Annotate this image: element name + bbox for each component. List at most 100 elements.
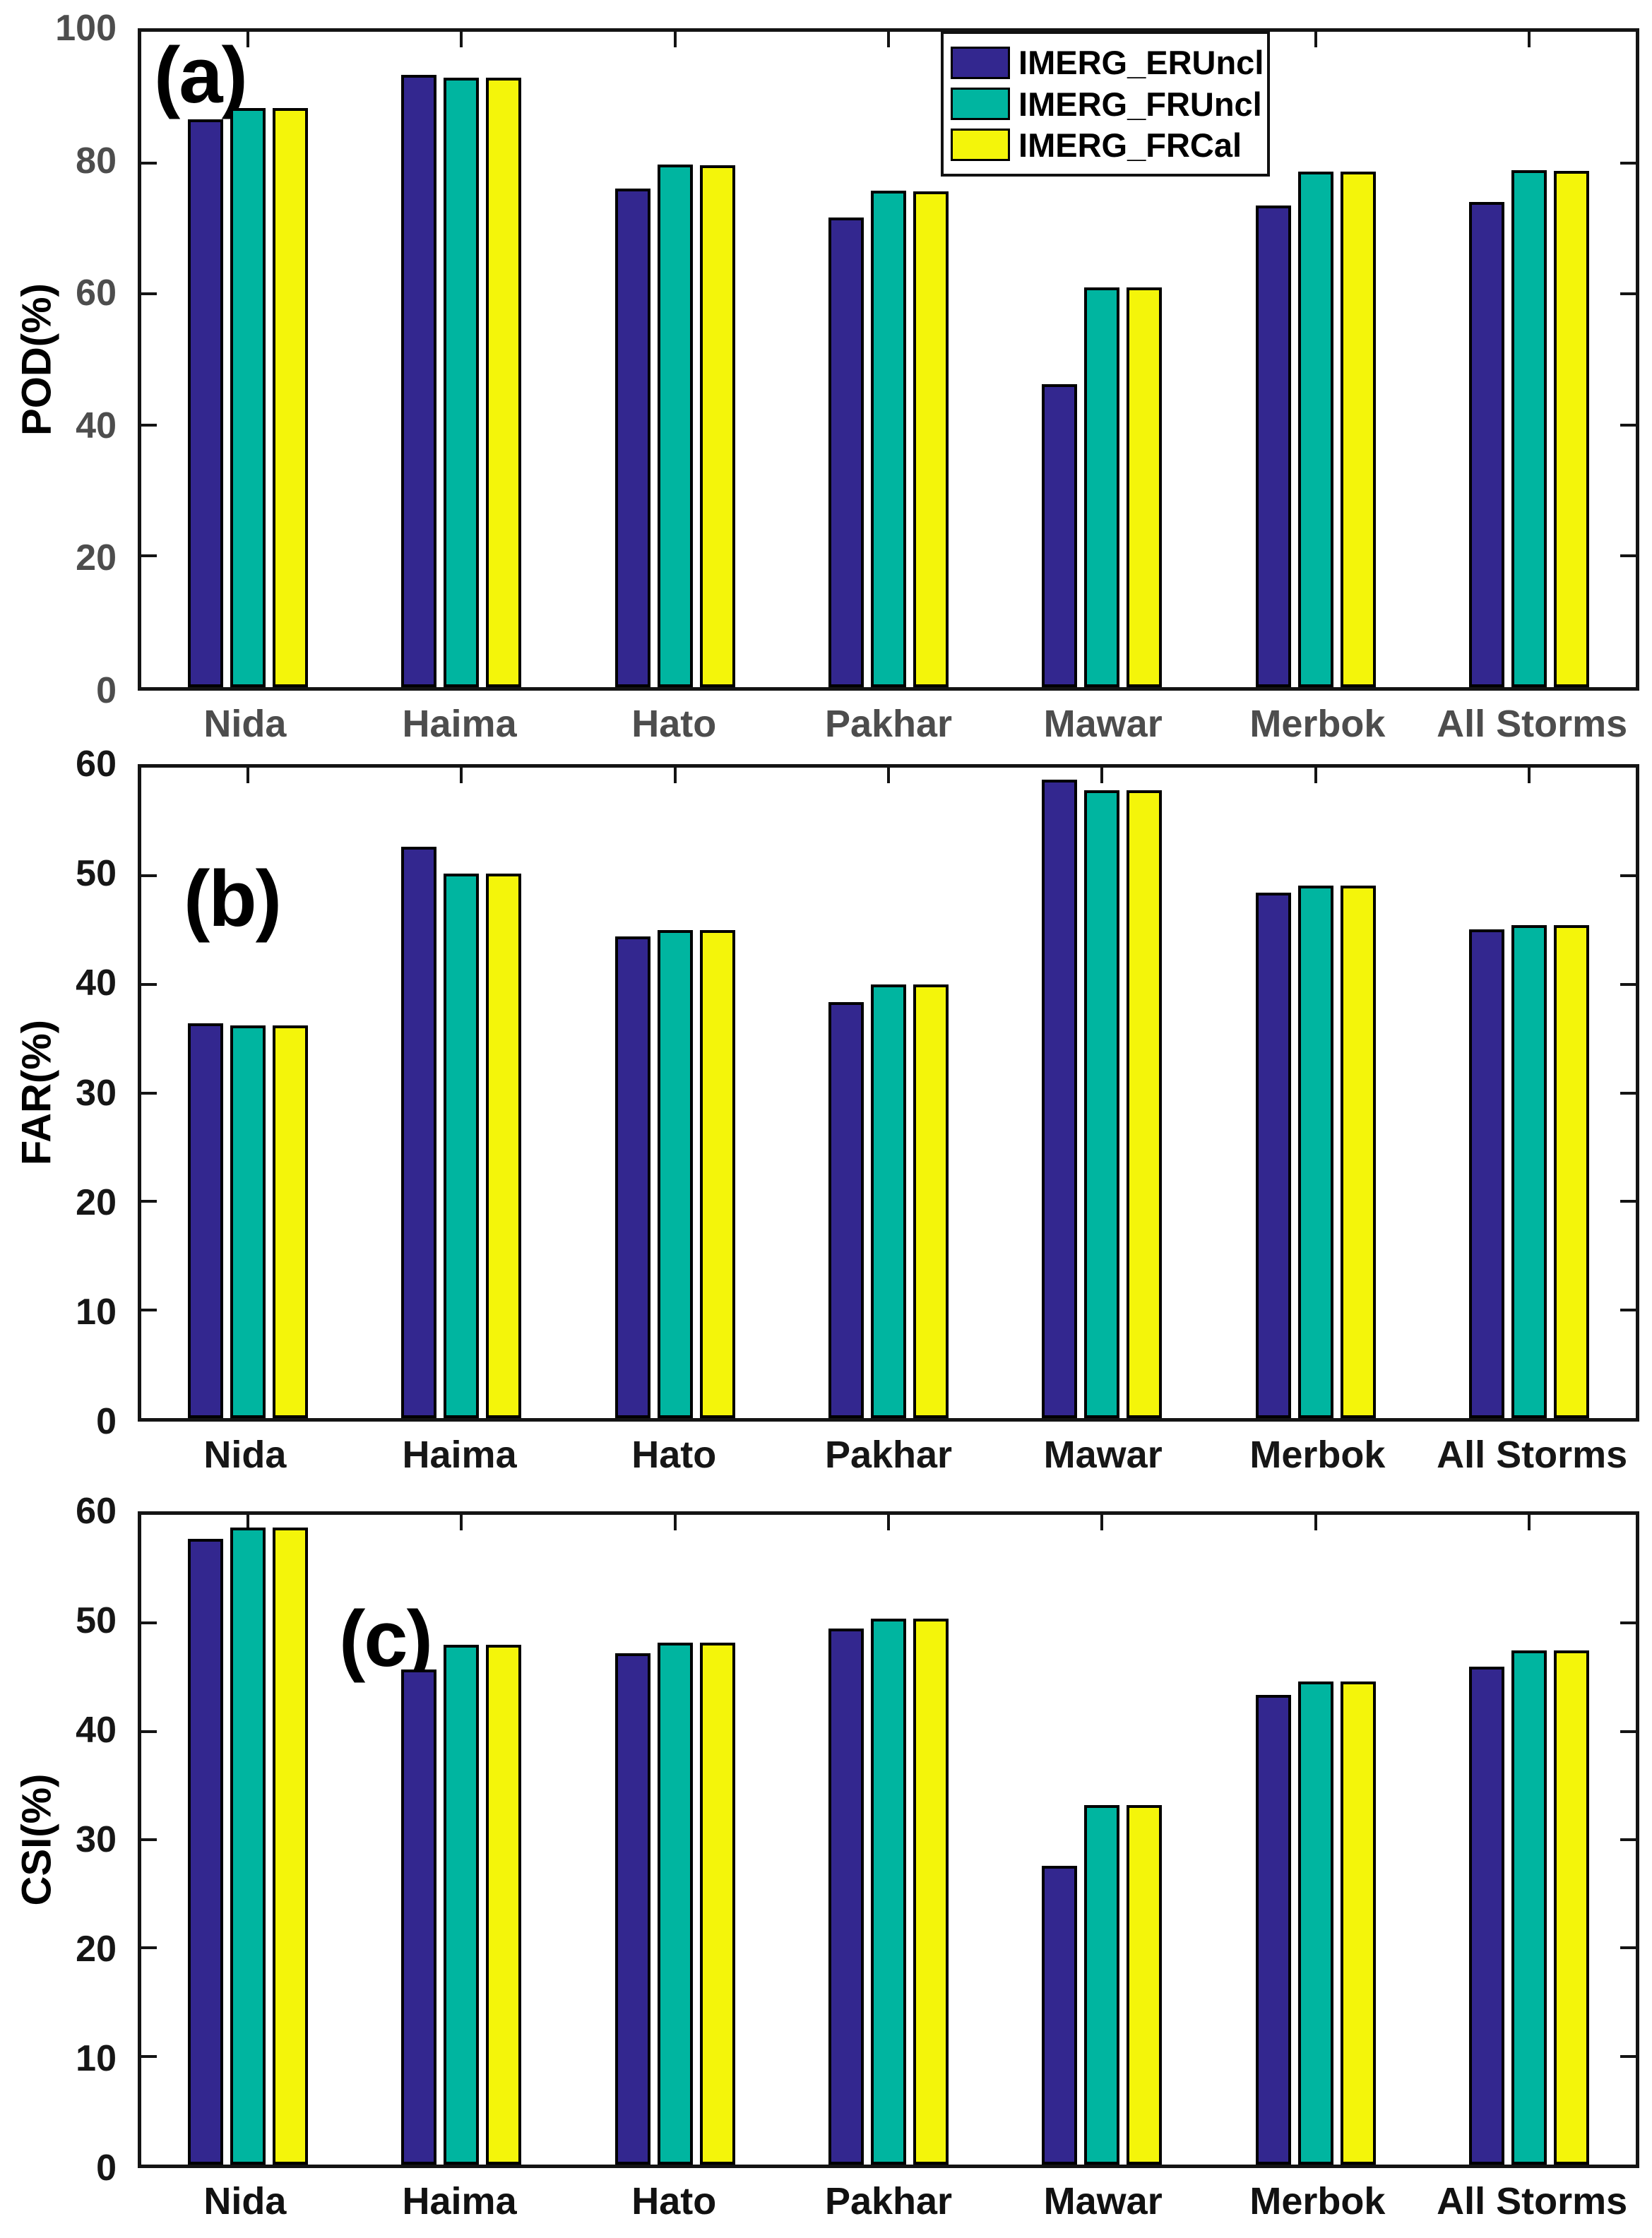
bar-imerg_fruncl-mawar <box>1084 790 1119 1418</box>
bar-imerg_fruncl-mawar <box>1084 287 1119 687</box>
y-tick-mark <box>141 2054 157 2058</box>
x-tick-label-nida: Nida <box>203 2180 287 2222</box>
bar-imerg_eruncl-haima <box>401 75 436 687</box>
legend-swatch-frcal <box>951 129 1011 162</box>
y-tick-mark <box>1620 982 1636 986</box>
legend-label-eruncl: IMERG_ERUncl <box>1018 44 1264 82</box>
y-tick-mark <box>141 1621 157 1625</box>
y-tick-label-30: 30 <box>76 1819 117 1860</box>
bar-imerg_frcal-nida <box>273 1528 308 2165</box>
x-tick-label-hato: Hato <box>631 703 717 745</box>
legend-swatch-fruncl <box>951 88 1011 120</box>
y-tick-label-60: 60 <box>76 273 117 314</box>
y-tick-mark <box>141 1091 157 1095</box>
x-tick-label-merbok: Merbok <box>1249 1434 1386 1476</box>
y-tick-label-40: 40 <box>76 963 117 1004</box>
bar-imerg_eruncl-mawar <box>1042 1865 1077 2165</box>
bar-imerg_frcal-merbok <box>1341 1682 1376 2165</box>
bar-imerg_eruncl-mawar <box>1042 779 1077 1418</box>
bar-imerg_frcal-all-storms <box>1554 170 1589 687</box>
bar-imerg_frcal-hato <box>700 1642 735 2165</box>
bar-imerg_frcal-mawar <box>1127 1804 1162 2165</box>
bar-imerg_frcal-merbok <box>1341 886 1376 1418</box>
bar-imerg_frcal-nida <box>273 1025 308 1418</box>
y-tick-mark <box>141 554 157 558</box>
bar-imerg_fruncl-all-storms <box>1511 924 1547 1418</box>
legend-box: IMERG_ERUncl IMERG_FRUncl IMERG_FRCal <box>941 31 1271 177</box>
x-tick-label-mawar: Mawar <box>1043 2180 1163 2222</box>
y-tick-label-50: 50 <box>76 853 117 895</box>
bar-imerg_frcal-haima <box>486 77 521 687</box>
x-tick-mark <box>1314 1515 1317 1530</box>
legend-entry-eruncl: IMERG_ERUncl <box>951 46 1264 79</box>
x-tick-mark <box>246 32 250 47</box>
y-tick-label-0: 0 <box>96 1401 117 1442</box>
bar-imerg_fruncl-mawar <box>1084 1804 1119 2165</box>
y-tick-label-10: 10 <box>76 1291 117 1333</box>
bar-imerg_eruncl-hato <box>615 1653 650 2165</box>
x-tick-mark <box>887 1515 890 1530</box>
x-tick-label-all-storms: All Storms <box>1437 703 1628 745</box>
y-tick-mark <box>1620 292 1636 296</box>
y-tick-mark <box>1620 554 1636 558</box>
x-tick-label-nida: Nida <box>203 1434 287 1476</box>
bar-imerg_fruncl-haima <box>444 77 479 687</box>
x-tick-mark <box>460 768 463 783</box>
panel-letter-b: (b) <box>184 855 282 943</box>
bar-imerg_frcal-pakhar <box>913 1619 949 2165</box>
bar-imerg_eruncl-nida <box>188 119 223 687</box>
bar-imerg_frcal-merbok <box>1341 171 1376 687</box>
y-tick-mark <box>1620 161 1636 165</box>
x-tick-mark <box>673 1515 677 1530</box>
y-tick-label-60: 60 <box>76 744 117 785</box>
legend-label-fruncl: IMERG_FRUncl <box>1018 85 1262 123</box>
panel-pod: POD(%) 0 20 40 60 80 100 (a) IMERG_ERUncl IME… <box>0 10 1652 763</box>
legend-entry-fruncl: IMERG_FRUncl <box>951 85 1262 123</box>
bar-imerg_fruncl-hato <box>658 930 693 1418</box>
bar-imerg_eruncl-hato <box>615 188 650 687</box>
plot-area-pod: (a) IMERG_ERUncl IMERG_FRUncl IMERG_FRCa… <box>138 28 1639 691</box>
y-tick-label-50: 50 <box>76 1600 117 1641</box>
y-tick-label-60: 60 <box>76 1491 117 1532</box>
bar-imerg_eruncl-merbok <box>1256 892 1291 1418</box>
panel-letter-a: (a) <box>154 31 248 119</box>
y-tick-label-20: 20 <box>76 1182 117 1223</box>
bar-imerg_eruncl-all-storms <box>1469 202 1504 687</box>
x-axis-labels-csi: Nida Haima Hato Pakhar Mawar Merbok All Storms <box>138 2182 1639 2232</box>
x-tick-mark <box>1314 32 1317 47</box>
x-tick-label-merbok: Merbok <box>1249 2180 1386 2222</box>
bar-imerg_frcal-all-storms <box>1554 1650 1589 2165</box>
y-axis-ticks-far: 0 10 20 30 40 50 60 <box>0 746 120 1440</box>
bar-imerg_fruncl-merbok <box>1298 1682 1333 2165</box>
y-tick-mark <box>1620 423 1636 427</box>
panel-letter-c: (c) <box>339 1595 433 1683</box>
x-tick-label-haima: Haima <box>402 1434 517 1476</box>
y-tick-mark <box>141 161 157 165</box>
x-tick-mark <box>673 32 677 47</box>
bar-imerg_eruncl-merbok <box>1256 205 1291 687</box>
bar-imerg_fruncl-nida <box>230 1025 266 1418</box>
bar-imerg_fruncl-hato <box>658 1642 693 2165</box>
legend-label-frcal: IMERG_FRCal <box>1018 126 1242 164</box>
bar-imerg_frcal-hato <box>700 165 735 687</box>
y-tick-mark <box>141 874 157 878</box>
y-tick-mark <box>1620 1199 1636 1203</box>
y-tick-mark <box>1620 1946 1636 1950</box>
legend-swatch-eruncl <box>951 46 1011 79</box>
x-tick-mark <box>1527 32 1531 47</box>
y-tick-mark <box>141 1730 157 1733</box>
x-axis-labels-pod: Nida Haima Hato Pakhar Mawar Merbok All Storms <box>138 705 1639 754</box>
y-tick-label-100: 100 <box>55 8 117 49</box>
x-tick-label-haima: Haima <box>402 2180 517 2222</box>
bar-imerg_fruncl-all-storms <box>1511 1650 1547 2165</box>
x-tick-mark <box>1100 1515 1104 1530</box>
bar-imerg_fruncl-nida <box>230 107 266 687</box>
x-tick-label-pakhar: Pakhar <box>824 1434 953 1476</box>
x-tick-mark <box>246 768 250 783</box>
bar-imerg_frcal-all-storms <box>1554 924 1589 1418</box>
bar-imerg_fruncl-nida <box>230 1528 266 2165</box>
bar-imerg_frcal-pakhar <box>913 984 949 1418</box>
y-axis-ticks-csi: 0 10 20 30 40 50 60 <box>0 1493 120 2186</box>
y-tick-label-80: 80 <box>76 140 117 181</box>
bar-imerg_eruncl-haima <box>401 847 436 1418</box>
